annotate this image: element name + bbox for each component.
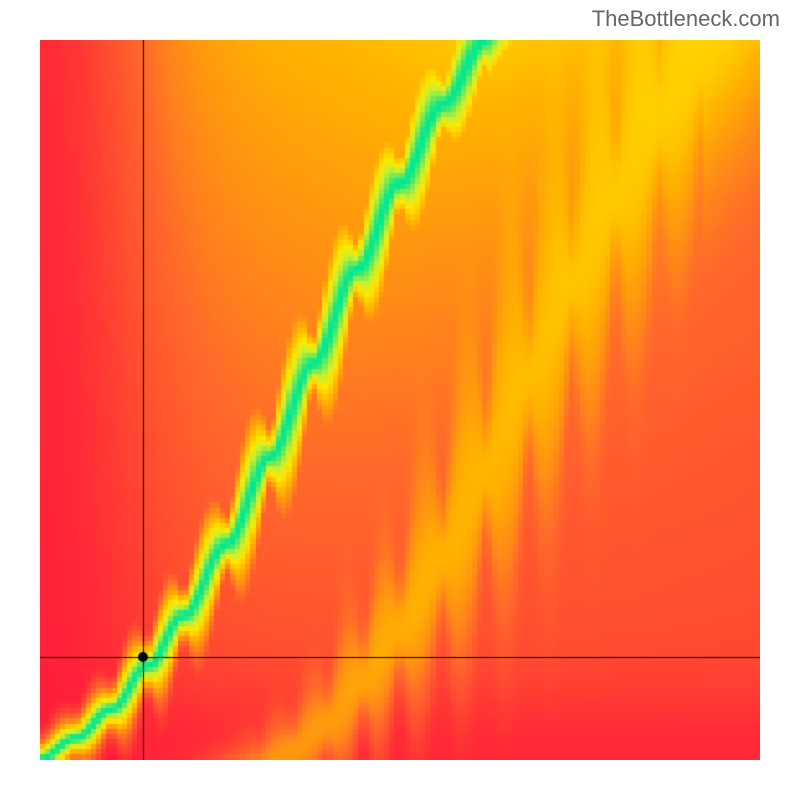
watermark-text: TheBottleneck.com bbox=[592, 6, 780, 32]
heatmap-canvas bbox=[40, 40, 760, 760]
chart-container: TheBottleneck.com bbox=[0, 0, 800, 800]
plot-area bbox=[40, 40, 760, 760]
